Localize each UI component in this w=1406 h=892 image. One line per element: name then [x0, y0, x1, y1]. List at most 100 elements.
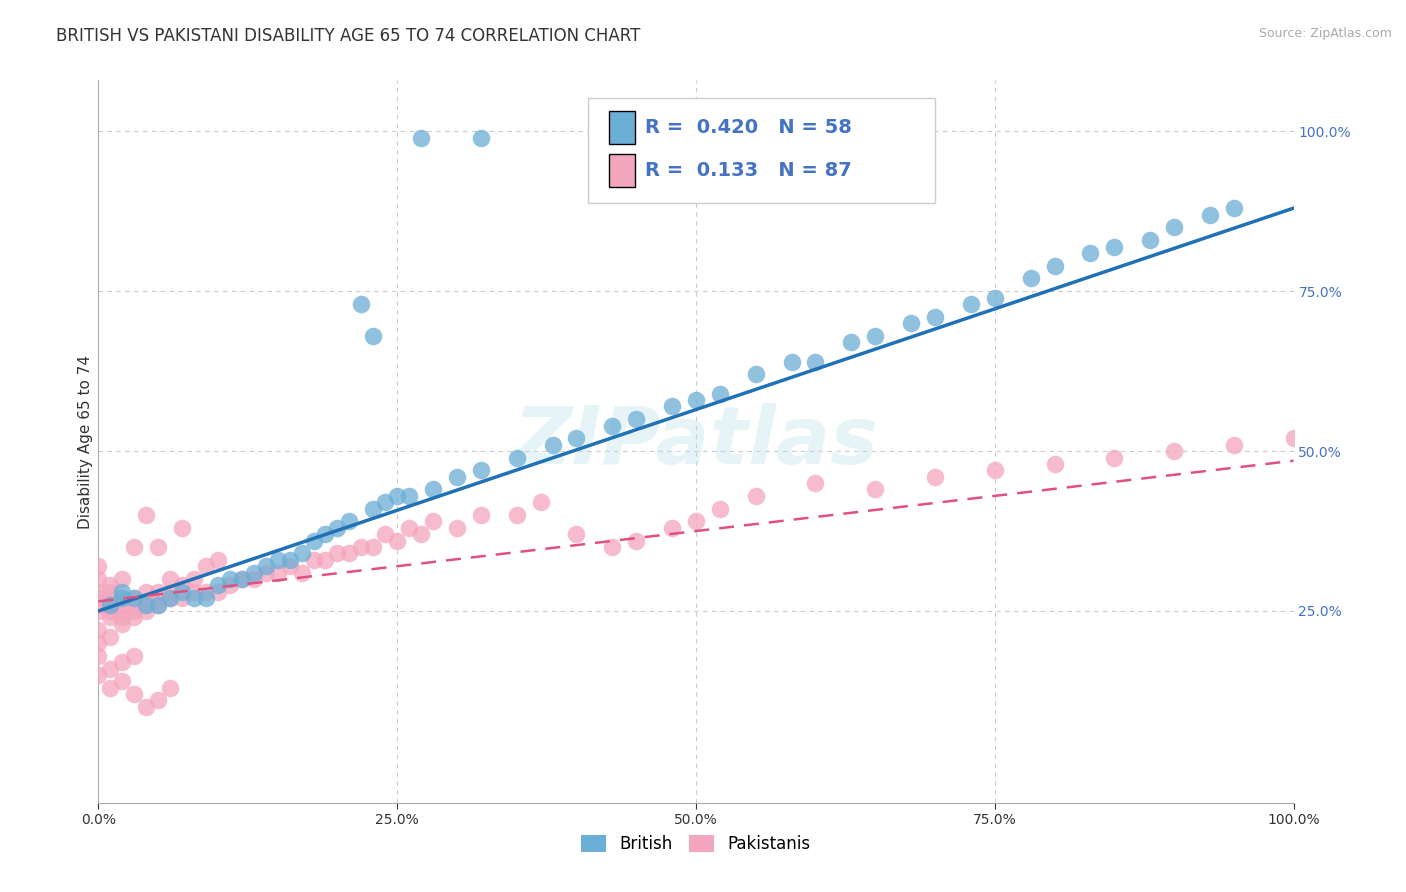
Point	[124, 610, 146, 624]
Point	[506, 508, 529, 522]
Point	[172, 578, 194, 592]
Point	[159, 591, 181, 606]
Point	[148, 540, 170, 554]
Point	[1163, 220, 1185, 235]
Point	[124, 648, 146, 663]
Point	[111, 598, 134, 612]
Point	[1043, 457, 1066, 471]
Point	[135, 584, 157, 599]
Point	[195, 584, 218, 599]
Point	[172, 521, 194, 535]
Point	[1019, 271, 1042, 285]
Point	[87, 648, 110, 663]
Point	[135, 598, 157, 612]
Point	[530, 495, 553, 509]
Point	[183, 572, 205, 586]
FancyBboxPatch shape	[609, 111, 636, 144]
Point	[98, 604, 122, 618]
Point	[780, 354, 803, 368]
Point	[124, 591, 146, 606]
Point	[685, 392, 707, 407]
Point	[98, 584, 122, 599]
Point	[87, 636, 110, 650]
Text: BRITISH VS PAKISTANI DISABILITY AGE 65 TO 74 CORRELATION CHART: BRITISH VS PAKISTANI DISABILITY AGE 65 T…	[56, 27, 641, 45]
Point	[422, 515, 444, 529]
Point	[124, 604, 146, 618]
Point	[1282, 431, 1305, 445]
Point	[984, 463, 1007, 477]
Point	[124, 687, 146, 701]
Point	[98, 610, 122, 624]
Point	[470, 463, 492, 477]
Point	[87, 668, 110, 682]
Point	[267, 566, 290, 580]
Point	[315, 527, 337, 541]
Point	[385, 489, 409, 503]
Point	[278, 553, 301, 567]
Point	[661, 521, 683, 535]
Point	[385, 533, 409, 548]
Point	[87, 584, 110, 599]
Point	[111, 610, 134, 624]
Point	[219, 578, 242, 592]
Point	[111, 674, 134, 689]
Point	[98, 591, 122, 606]
Point	[685, 515, 707, 529]
Point	[148, 693, 170, 707]
Point	[98, 661, 122, 675]
Point	[350, 297, 373, 311]
Point	[374, 495, 396, 509]
Point	[1104, 450, 1126, 465]
Point	[243, 572, 266, 586]
Point	[602, 540, 624, 554]
Point	[148, 598, 170, 612]
Point	[626, 533, 648, 548]
Point	[350, 540, 373, 554]
Point	[87, 604, 110, 618]
Point	[363, 540, 385, 554]
Point	[183, 591, 205, 606]
Point	[1139, 233, 1161, 247]
Point	[709, 501, 731, 516]
Point	[148, 591, 170, 606]
Point	[172, 584, 194, 599]
Point	[195, 559, 218, 574]
Text: R =  0.133   N = 87: R = 0.133 N = 87	[644, 161, 851, 180]
Point	[231, 572, 253, 586]
Point	[87, 598, 110, 612]
Point	[135, 604, 157, 618]
Point	[1199, 208, 1222, 222]
Point	[111, 655, 134, 669]
Point	[398, 489, 420, 503]
Point	[745, 368, 768, 382]
Point	[924, 310, 946, 324]
Point	[124, 591, 146, 606]
Point	[709, 386, 731, 401]
FancyBboxPatch shape	[609, 154, 636, 186]
Point	[565, 527, 588, 541]
Point	[841, 335, 863, 350]
FancyBboxPatch shape	[589, 98, 935, 203]
Point	[124, 540, 146, 554]
Text: ZIPatlas: ZIPatlas	[513, 402, 879, 481]
Point	[207, 553, 229, 567]
Point	[87, 559, 110, 574]
Point	[411, 131, 433, 145]
Point	[326, 546, 349, 560]
Point	[98, 598, 122, 612]
Point	[195, 591, 218, 606]
Point	[506, 450, 529, 465]
Point	[470, 508, 492, 522]
Text: Source: ZipAtlas.com: Source: ZipAtlas.com	[1258, 27, 1392, 40]
Point	[924, 469, 946, 483]
Point	[254, 559, 277, 574]
Point	[111, 604, 134, 618]
Point	[363, 329, 385, 343]
Point	[87, 572, 110, 586]
Point	[661, 400, 683, 414]
Point	[207, 578, 229, 592]
Point	[231, 572, 253, 586]
Point	[243, 566, 266, 580]
Point	[411, 527, 433, 541]
Point	[135, 699, 157, 714]
